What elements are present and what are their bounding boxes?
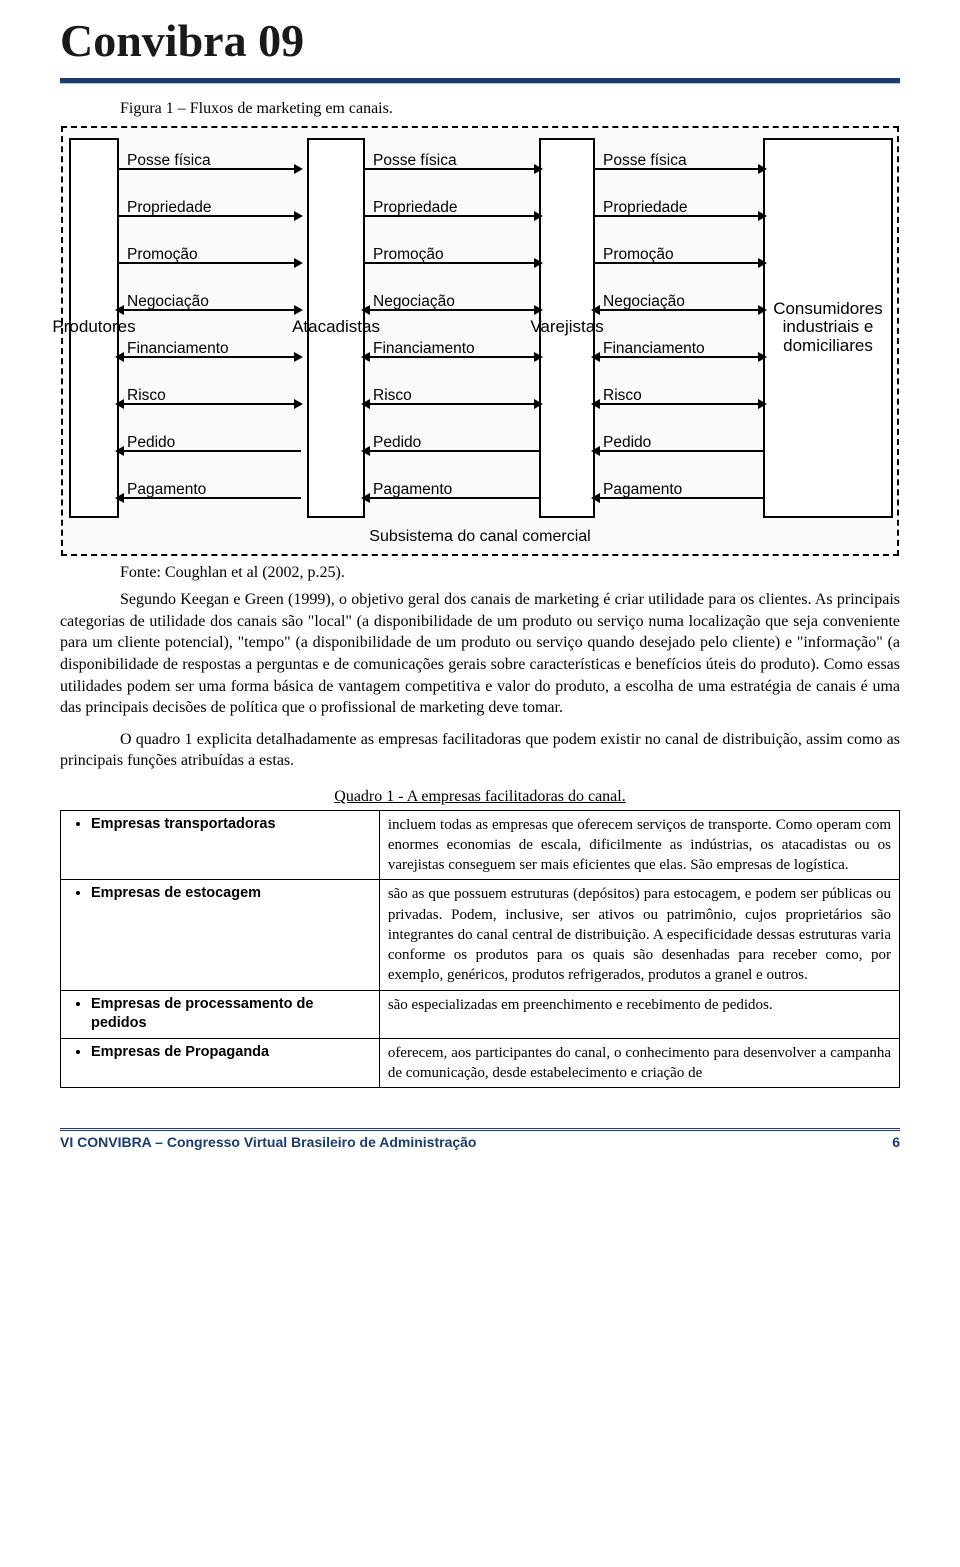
footer-text: VI CONVIBRA – Congresso Virtual Brasilei…: [60, 1133, 476, 1152]
actor-box-produtores: Produtores: [69, 138, 119, 518]
flow-row: Pedido: [369, 420, 535, 467]
flow-arrow-both: [117, 403, 301, 405]
flow-arrow-left: [117, 497, 301, 499]
actor-box-consumidores: Consumidores industriais e domiciliares: [763, 138, 893, 518]
flow-arrow-right: [363, 168, 541, 170]
company-type-label: Empresas de estocagem: [91, 884, 371, 904]
flow-row: Risco: [599, 373, 759, 420]
actor-label: Consumidores industriais e domiciliares: [765, 300, 891, 356]
flow-row: Pagamento: [123, 467, 295, 514]
flow-row: Financiamento: [599, 326, 759, 373]
table-row: Empresas transportadoras incluem todas as…: [61, 810, 900, 880]
flow-arrow-both: [593, 309, 765, 311]
company-type-cell: Empresas de estocagem: [61, 880, 380, 990]
flow-row: Risco: [369, 373, 535, 420]
flow-arrow-right: [363, 215, 541, 217]
flow-arrow-left: [117, 450, 301, 452]
flow-column-1: Posse físicaPropriedadePromoçãoNegociaçã…: [123, 138, 295, 518]
flow-row: Promoção: [599, 232, 759, 279]
company-type-label: Empresas de processamento de pedidos: [91, 995, 371, 1034]
body-paragraph-1: Segundo Keegan e Green (1999), o objetiv…: [60, 589, 900, 719]
flow-arrow-both: [117, 356, 301, 358]
flow-row: Negociação: [599, 279, 759, 326]
company-type-cell: Empresas de Propaganda: [61, 1038, 380, 1088]
flow-row: Financiamento: [123, 326, 295, 373]
flow-row: Posse física: [599, 138, 759, 185]
table-body: Empresas transportadoras incluem todas as…: [61, 810, 900, 1088]
company-desc-cell: são as que possuem estruturas (depósitos…: [379, 880, 899, 990]
actor-box-varejistas: Varejistas: [539, 138, 595, 518]
flow-row: Financiamento: [369, 326, 535, 373]
flow-row: Propriedade: [123, 185, 295, 232]
flow-row: Posse física: [123, 138, 295, 185]
subsystem-label: Subsistema do canal comercial: [63, 526, 897, 548]
company-type-cell: Empresas transportadoras: [61, 810, 380, 880]
actor-box-atacadistas: Atacadistas: [307, 138, 365, 518]
flow-arrow-both: [117, 309, 301, 311]
flow-arrow-both: [593, 356, 765, 358]
table-row: Empresas de processamento de pedidossão …: [61, 990, 900, 1038]
flow-arrow-both: [363, 356, 541, 358]
flow-row: Pedido: [599, 420, 759, 467]
actor-label: Varejistas: [528, 318, 605, 337]
flow-arrow-right: [593, 215, 765, 217]
company-type-label: Empresas de Propaganda: [91, 1043, 371, 1063]
flow-row: Pedido: [123, 420, 295, 467]
figure-caption: Figura 1 – Fluxos de marketing em canais…: [120, 98, 900, 120]
company-type-cell: Empresas de processamento de pedidos: [61, 990, 380, 1038]
footer-rule: [60, 1128, 900, 1131]
flow-arrow-both: [363, 309, 541, 311]
flow-arrow-both: [363, 403, 541, 405]
body-paragraph-2: O quadro 1 explicita detalhadamente as e…: [60, 729, 900, 772]
flow-arrow-left: [363, 497, 541, 499]
flow-arrow-right: [363, 262, 541, 264]
figure-source: Fonte: Coughlan et al (2002, p.25).: [120, 562, 900, 584]
flow-arrow-right: [593, 168, 765, 170]
table-row: Empresas de estocagem são as que possuem …: [61, 880, 900, 990]
flow-arrow-left: [593, 450, 765, 452]
flow-column-3: Posse físicaPropriedadePromoçãoNegociaçã…: [599, 138, 759, 518]
flow-row: Pagamento: [599, 467, 759, 514]
flow-row: Pagamento: [369, 467, 535, 514]
page-number: 6: [892, 1133, 900, 1152]
marketing-flows-diagram: Produtores Atacadistas Varejistas Consum…: [61, 126, 899, 556]
company-desc-cell: oferecem, aos participantes do canal, o …: [379, 1038, 899, 1088]
flow-arrow-right: [117, 262, 301, 264]
flow-row: Propriedade: [369, 185, 535, 232]
flow-arrow-right: [593, 262, 765, 264]
header-rule: [60, 78, 900, 84]
flow-row: Posse física: [369, 138, 535, 185]
flow-arrow-both: [593, 403, 765, 405]
flow-row: Propriedade: [599, 185, 759, 232]
flow-row: Negociação: [123, 279, 295, 326]
flow-arrow-right: [117, 215, 301, 217]
table-caption: Quadro 1 - A empresas facilitadoras do c…: [60, 786, 900, 808]
flow-row: Promoção: [369, 232, 535, 279]
company-desc-cell: incluem todas as empresas que oferecem s…: [379, 810, 899, 880]
company-desc-cell: são especializadas em preenchimento e re…: [379, 990, 899, 1038]
flow-arrow-left: [593, 497, 765, 499]
flow-row: Risco: [123, 373, 295, 420]
flow-arrow-right: [117, 168, 301, 170]
flow-row: Negociação: [369, 279, 535, 326]
flow-arrow-left: [363, 450, 541, 452]
table-row: Empresas de Propaganda oferecem, aos part…: [61, 1038, 900, 1088]
company-type-label: Empresas transportadoras: [91, 815, 371, 835]
flow-row: Promoção: [123, 232, 295, 279]
flow-column-2: Posse físicaPropriedadePromoçãoNegociaçã…: [369, 138, 535, 518]
facilitating-companies-table: Empresas transportadoras incluem todas as…: [60, 810, 900, 1089]
page-title: Convibra 09: [60, 10, 900, 72]
